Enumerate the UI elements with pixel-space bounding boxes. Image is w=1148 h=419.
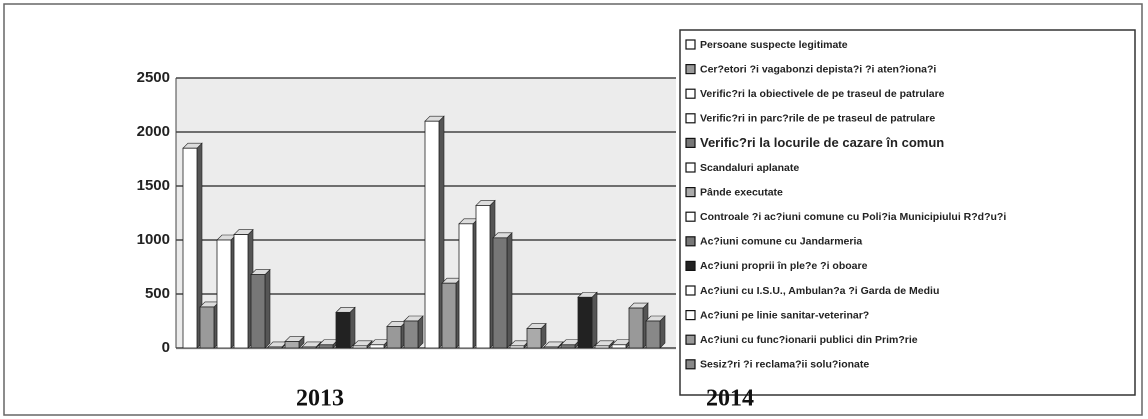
bar bbox=[250, 274, 266, 349]
legend-swatch bbox=[685, 260, 696, 271]
bar bbox=[318, 344, 334, 349]
legend-swatch bbox=[685, 137, 696, 148]
legend-label: Verific?ri la obiectivele de pe traseul … bbox=[700, 88, 945, 100]
bar bbox=[594, 345, 610, 349]
legend-label: Ac?iuni pe linie sanitar-veterinar? bbox=[700, 309, 869, 321]
legend-swatch bbox=[685, 113, 696, 124]
bar bbox=[509, 345, 525, 349]
legend-label: Ac?iuni cu func?ionarii publici din Prim… bbox=[700, 334, 918, 346]
bar bbox=[369, 344, 385, 349]
bar bbox=[199, 306, 215, 349]
bar-side bbox=[659, 315, 666, 349]
y-tick-label: 2500 bbox=[137, 69, 170, 86]
bar bbox=[403, 320, 419, 349]
legend-label: Ac?iuni comune cu Jandarmeria bbox=[700, 236, 862, 248]
bar-side bbox=[264, 268, 271, 349]
bar-side bbox=[506, 232, 513, 349]
y-tick-label: 1000 bbox=[137, 231, 170, 248]
bar bbox=[267, 346, 283, 349]
legend-label: Ac?iuni proprii în ple?e ?i oboare bbox=[700, 260, 868, 272]
bar bbox=[577, 296, 593, 349]
legend-label: Verific?ri la locurile de cazare în comu… bbox=[700, 135, 944, 150]
bar bbox=[352, 345, 368, 349]
bar bbox=[526, 328, 542, 349]
legend-swatch bbox=[685, 162, 696, 173]
bar bbox=[458, 223, 474, 349]
bar bbox=[628, 307, 644, 349]
legend-label: Pânde executate bbox=[700, 186, 783, 198]
legend-label: Scandaluri aplanate bbox=[700, 162, 799, 174]
legend-swatch bbox=[685, 63, 696, 75]
bar bbox=[335, 311, 351, 349]
legend-label: Controale ?i ac?iuni comune cu Poli?ia M… bbox=[700, 211, 1006, 223]
legend-swatch bbox=[685, 39, 696, 50]
bar bbox=[182, 147, 198, 349]
legend-swatch bbox=[685, 310, 696, 321]
bar bbox=[284, 341, 300, 349]
x-tick-label: 2014 bbox=[706, 386, 754, 412]
legend-swatch bbox=[685, 211, 696, 222]
y-tick-label: 2000 bbox=[137, 123, 170, 140]
bar bbox=[424, 120, 440, 349]
bar bbox=[492, 237, 508, 349]
legend-swatch bbox=[685, 236, 696, 247]
legend bbox=[679, 29, 1136, 396]
bar bbox=[216, 239, 232, 349]
bar bbox=[645, 320, 661, 349]
x-tick-label: 2013 bbox=[296, 386, 344, 412]
legend-swatch bbox=[685, 359, 696, 370]
bar bbox=[441, 282, 457, 349]
legend-swatch bbox=[685, 187, 696, 198]
bar-side bbox=[591, 291, 598, 349]
legend-label: Verific?ri in parc?rile de pe traseul de… bbox=[700, 113, 935, 125]
bar bbox=[543, 346, 559, 349]
bar bbox=[611, 344, 627, 349]
legend-label: Cer?etori ?i vagabonzi depista?i ?i aten… bbox=[700, 63, 936, 75]
bar bbox=[233, 234, 249, 349]
bar bbox=[301, 346, 317, 349]
bar-side bbox=[349, 306, 356, 349]
y-tick-label: 500 bbox=[145, 285, 170, 302]
legend-label: Ac?iuni cu I.S.U., Ambulan?a ?i Garda de… bbox=[700, 285, 939, 297]
legend-swatch bbox=[685, 334, 696, 345]
bar bbox=[560, 344, 576, 349]
legend-label: Persoane suspecte legitimate bbox=[700, 39, 848, 51]
y-tick-label: 1500 bbox=[137, 177, 170, 194]
legend-swatch bbox=[685, 88, 696, 99]
legend-label: Sesiz?ri ?i reclama?ii solu?ionate bbox=[700, 359, 869, 371]
bar bbox=[386, 325, 402, 349]
bar-side bbox=[417, 315, 424, 349]
legend-swatch bbox=[685, 285, 696, 296]
bar bbox=[475, 205, 491, 349]
y-tick-label: 0 bbox=[162, 339, 170, 356]
frame bbox=[3, 3, 1143, 416]
